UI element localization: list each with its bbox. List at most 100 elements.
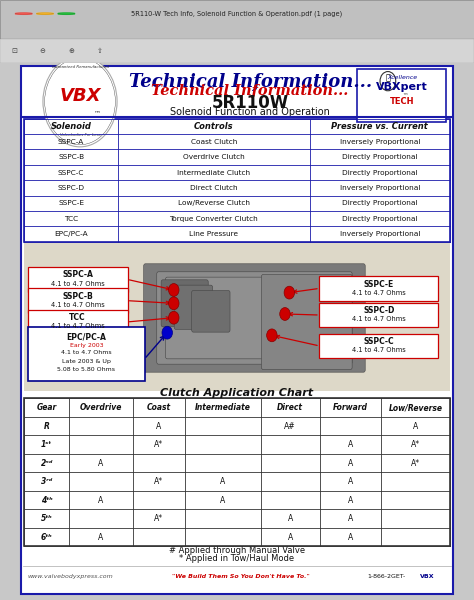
Text: SSPC-E: SSPC-E: [364, 280, 394, 289]
Text: 5R110W: 5R110W: [211, 94, 289, 112]
Text: VBXpert: VBXpert: [376, 82, 428, 92]
Text: TCC: TCC: [64, 216, 78, 222]
FancyBboxPatch shape: [191, 290, 230, 332]
Text: Technical Information...: Technical Information...: [151, 85, 349, 98]
Text: Inversely Proportional: Inversely Proportional: [339, 231, 420, 237]
Text: Directly Proportional: Directly Proportional: [342, 216, 418, 222]
Text: Gear: Gear: [36, 403, 57, 412]
Text: SSPC-A: SSPC-A: [62, 271, 93, 280]
Text: TCC: TCC: [69, 313, 86, 322]
Text: * Applied in Tow/Haul Mode: * Applied in Tow/Haul Mode: [180, 554, 294, 563]
Circle shape: [169, 311, 179, 324]
Text: Forward: Forward: [333, 403, 368, 412]
Circle shape: [169, 297, 179, 310]
Text: A: A: [348, 496, 353, 505]
Text: Clutch Application Chart: Clutch Application Chart: [160, 388, 314, 398]
Text: "We Build Them So You Don't Have To.": "We Build Them So You Don't Have To.": [172, 574, 310, 579]
Text: Solenoid: Solenoid: [51, 122, 91, 131]
Text: 🎓: 🎓: [385, 73, 391, 82]
Text: 4.1 to 4.7 Ohms: 4.1 to 4.7 Ohms: [61, 350, 112, 355]
Bar: [24, 398, 450, 546]
Text: Directly Proportional: Directly Proportional: [342, 170, 418, 176]
Circle shape: [162, 326, 173, 339]
FancyBboxPatch shape: [144, 264, 365, 372]
Text: SSPC-D: SSPC-D: [57, 185, 84, 191]
Text: Solenoid Function and Operation: Solenoid Function and Operation: [170, 107, 330, 116]
Text: 4.1 to 4.7 Ohms: 4.1 to 4.7 Ohms: [51, 281, 104, 287]
Text: ™: ™: [402, 94, 407, 99]
FancyBboxPatch shape: [161, 280, 208, 327]
Text: Directly Proportional: Directly Proportional: [342, 154, 418, 160]
Text: ⊡: ⊡: [11, 48, 17, 54]
FancyBboxPatch shape: [319, 276, 438, 301]
Text: SSPC-C: SSPC-C: [58, 170, 84, 176]
Text: 4.1 to 4.7 Ohms: 4.1 to 4.7 Ohms: [352, 347, 406, 353]
Text: Early 2003: Early 2003: [70, 343, 103, 348]
Text: A: A: [99, 496, 104, 505]
FancyBboxPatch shape: [319, 303, 438, 328]
Text: A#: A#: [284, 422, 296, 431]
Text: Low/Reverse: Low/Reverse: [389, 403, 443, 412]
Text: Coast Clutch: Coast Clutch: [191, 139, 237, 145]
Text: Controls: Controls: [194, 122, 234, 131]
Text: Technical Information...: Technical Information...: [128, 73, 372, 91]
FancyBboxPatch shape: [357, 70, 447, 122]
Text: VBX: VBX: [59, 87, 101, 105]
Text: SSPC-D: SSPC-D: [363, 306, 394, 315]
FancyBboxPatch shape: [319, 334, 438, 358]
Text: A*: A*: [155, 477, 164, 486]
Text: Directly Proportional: Directly Proportional: [342, 200, 418, 206]
Text: 1ˢᵗ: 1ˢᵗ: [41, 440, 52, 449]
Text: 1-866-2GET-: 1-866-2GET-: [368, 574, 406, 579]
Text: Pressure vs. Current: Pressure vs. Current: [331, 122, 428, 131]
Text: VBX: VBX: [420, 574, 435, 579]
FancyBboxPatch shape: [27, 310, 128, 334]
Text: Torque Converter Clutch: Torque Converter Clutch: [170, 216, 258, 222]
Text: 4ᵗʰ: 4ᵗʰ: [41, 496, 53, 505]
Text: A: A: [220, 496, 226, 505]
Text: Coast: Coast: [147, 403, 171, 412]
Bar: [24, 244, 450, 391]
Text: A: A: [99, 458, 104, 467]
Text: A: A: [288, 533, 293, 542]
Text: SSPC-A: SSPC-A: [58, 139, 84, 145]
Text: R: R: [44, 422, 50, 431]
Text: Inversely Proportional: Inversely Proportional: [339, 139, 420, 145]
Circle shape: [36, 13, 54, 14]
Text: Direct: Direct: [277, 403, 303, 412]
Text: 4.1 to 4.7 Ohms: 4.1 to 4.7 Ohms: [352, 316, 406, 322]
Text: A*: A*: [155, 440, 164, 449]
Circle shape: [284, 286, 294, 299]
FancyBboxPatch shape: [165, 277, 335, 359]
Text: ⇧: ⇧: [97, 48, 102, 54]
Circle shape: [280, 308, 290, 320]
Text: A: A: [288, 514, 293, 523]
Text: Direct Clutch: Direct Clutch: [190, 185, 237, 191]
Circle shape: [267, 329, 277, 342]
Text: SSPC-B: SSPC-B: [62, 292, 93, 301]
Text: A*: A*: [155, 514, 164, 523]
Circle shape: [58, 13, 75, 14]
Bar: [24, 119, 450, 242]
Text: # Applied through Manual Valve: # Applied through Manual Valve: [169, 546, 305, 555]
Text: A: A: [348, 533, 353, 542]
Text: A*: A*: [411, 440, 420, 449]
Text: 2ⁿᵈ: 2ⁿᵈ: [40, 458, 53, 467]
Text: Low/Reverse Clutch: Low/Reverse Clutch: [178, 200, 250, 206]
Text: www.valvebodyxpress.com: www.valvebodyxpress.com: [27, 574, 113, 579]
Text: 5ᵗʰ: 5ᵗʰ: [41, 514, 53, 523]
Text: SSPC-C: SSPC-C: [364, 337, 394, 346]
FancyBboxPatch shape: [157, 272, 352, 364]
Text: Intermediate Clutch: Intermediate Clutch: [177, 170, 250, 176]
Text: 3ʳᵈ: 3ʳᵈ: [41, 477, 52, 486]
Text: ™: ™: [94, 110, 101, 116]
Text: 5.08 to 5.80 Ohms: 5.08 to 5.80 Ohms: [57, 367, 115, 372]
Text: A: A: [348, 514, 353, 523]
Text: Guaranteed Remanufactured: Guaranteed Remanufactured: [52, 65, 109, 69]
Circle shape: [43, 56, 117, 147]
Text: A: A: [413, 422, 418, 431]
Text: ⊖: ⊖: [40, 48, 46, 54]
Text: A: A: [348, 440, 353, 449]
Text: A: A: [348, 477, 353, 486]
Text: A: A: [348, 458, 353, 467]
